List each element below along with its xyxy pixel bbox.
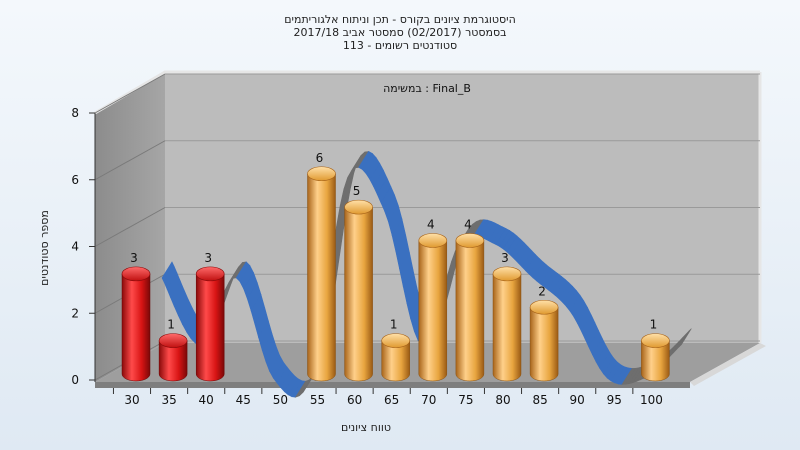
bar-body — [641, 340, 670, 382]
bar-body — [381, 340, 410, 382]
title-line-3: סטודנטים רשומים - 113 — [343, 39, 457, 52]
bar-top — [641, 333, 670, 348]
bar-body — [344, 206, 373, 382]
y-axis-ticks: 0 2 4 6 8 — [71, 106, 95, 387]
bar-body — [492, 273, 522, 382]
bar-body — [121, 273, 151, 382]
x-tick-label: 80 — [495, 393, 510, 407]
bar-category-55 — [307, 166, 336, 382]
bar-value-label: 3 — [501, 251, 509, 265]
y-tick-label: 8 — [71, 106, 79, 120]
bar-body — [529, 307, 559, 382]
bar-value-label: 4 — [464, 218, 472, 232]
x-tick-label: 85 — [532, 393, 547, 407]
bar-top — [121, 266, 151, 282]
bar-top — [344, 199, 373, 215]
y-axis-label: מספר סטודנטים — [38, 210, 51, 286]
floor-front-edge — [95, 382, 690, 388]
x-tick-label: 30 — [124, 393, 139, 407]
bar-category-80 — [492, 266, 522, 382]
bar-category-85 — [529, 299, 559, 382]
x-axis-ticks: 30 35 40 45 50 55 60 65 70 75 80 85 90 95 100 — [112, 388, 663, 407]
bar-value-label: 1 — [390, 318, 398, 332]
bar-top — [492, 266, 522, 282]
bar-body — [455, 240, 485, 382]
x-tick-label: 65 — [384, 393, 399, 407]
bar-value-label: 5 — [353, 184, 361, 198]
bar-value-labels: 3 1 3 6 5 1 4 4 3 2 1 — [130, 151, 657, 332]
x-axis-label: טווח ציונים — [341, 421, 391, 434]
y-tick-label: 4 — [71, 240, 79, 254]
grid-line-left-wall — [94, 207, 166, 247]
bar-body — [307, 173, 336, 382]
title-line-2: בסמסטר (02/2017) סמסטר אביב 2017/18 — [293, 26, 506, 39]
bar-top — [307, 166, 336, 182]
bar-top — [381, 333, 411, 348]
bar-top — [455, 233, 485, 248]
subtitle: במשימה : Final_B — [383, 82, 471, 95]
trend-ribbon-segment — [678, 328, 692, 347]
bar-value-label: 4 — [427, 218, 435, 232]
bar-category-65 — [381, 333, 411, 382]
bar-category-35 — [158, 333, 188, 382]
bar-value-label: 3 — [130, 251, 138, 265]
x-tick-label: 75 — [458, 393, 473, 407]
grid-line-left-wall — [94, 140, 166, 181]
bar-value-label: 1 — [650, 318, 658, 332]
bar-category-75 — [455, 233, 485, 382]
x-tick-label: 55 — [310, 393, 325, 407]
bar-category-40 — [195, 266, 225, 382]
wall-top-edge — [94, 70, 760, 115]
bar-body — [418, 240, 448, 382]
x-tick-label: 95 — [607, 393, 622, 407]
bar-category-70 — [418, 233, 448, 382]
x-tick-label: 90 — [570, 393, 585, 407]
bar-body — [195, 273, 225, 382]
x-tick-label: 50 — [273, 393, 288, 407]
bar-value-label: 2 — [538, 284, 546, 298]
x-tick-label: 60 — [347, 393, 362, 407]
bar-category-100 — [641, 333, 670, 382]
bar-top — [529, 299, 559, 315]
right-edge — [690, 343, 766, 386]
x-tick-label: 100 — [640, 393, 663, 407]
y-tick-label: 2 — [71, 306, 79, 320]
bar-body — [158, 340, 188, 382]
x-tick-label: 45 — [236, 393, 251, 407]
bar-top — [195, 266, 225, 282]
x-tick-label: 35 — [161, 393, 176, 407]
bar-value-label: 1 — [167, 318, 175, 332]
bar-value-label: 3 — [204, 251, 212, 265]
x-tick-label: 70 — [421, 393, 436, 407]
bar-category-30 — [121, 266, 151, 382]
bars — [121, 166, 670, 382]
bar-top — [158, 333, 188, 348]
x-tick-label: 40 — [199, 393, 214, 407]
y-tick-label: 0 — [71, 373, 79, 387]
bar-category-60 — [344, 199, 373, 382]
bar-top — [418, 233, 448, 248]
grid-line-left-wall — [94, 73, 166, 114]
y-tick-label: 6 — [71, 173, 79, 187]
title-line-1: היסטוגרמת ציונים בקורס - תכן וניתוח אלגו… — [284, 13, 516, 26]
bar-value-label: 6 — [316, 151, 324, 165]
